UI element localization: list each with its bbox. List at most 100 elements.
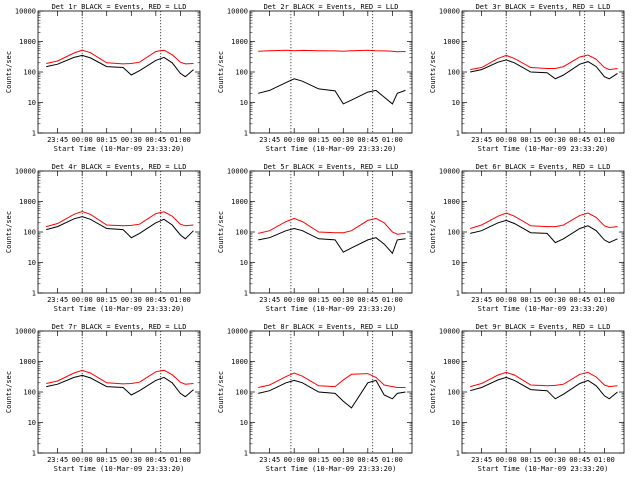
panel-8: Det 8r BLACK = Events, RED = LLD 1 10 100 10… (217, 323, 413, 473)
x-tick-label: 00:15 (96, 136, 117, 144)
x-tick-label: 00:00 (72, 136, 93, 144)
y-tick-label: 10 (452, 99, 460, 107)
plot-frame (249, 330, 413, 454)
plot-frame (249, 170, 413, 294)
y-tick-label: 1000 (231, 358, 248, 366)
series-line-black (258, 78, 406, 105)
series-line-red (470, 212, 618, 229)
y-axis-label: Counts/sec (5, 211, 13, 253)
y-tick-label: 10 (28, 99, 36, 107)
plot-frame (461, 10, 625, 134)
y-tick-label: 1000 (231, 38, 248, 46)
plot-frame (37, 330, 201, 454)
y-tick-label: 100 (447, 69, 460, 77)
y-axis-label: Counts/sec (429, 371, 437, 413)
x-tick-label: 00:15 (96, 456, 117, 464)
series-line-black (258, 379, 406, 409)
x-tick-label: 00:45 (357, 456, 378, 464)
y-tick-label: 1 (32, 290, 36, 298)
y-tick-label: 1 (456, 450, 460, 458)
series-line-red (258, 49, 406, 53)
y-tick-label: 10000 (439, 168, 460, 176)
series-line-red (46, 49, 194, 65)
series-line-black (470, 376, 618, 400)
panel-4: Det 4r BLACK = Events, RED = LLD 1 10 100 10… (5, 163, 201, 313)
x-axis-label: Start Time (10-Mar-09 23:33:20) (54, 465, 185, 473)
x-tick-label: 23:45 (47, 136, 68, 144)
y-tick-label: 1 (456, 290, 460, 298)
y-tick-label: 10 (240, 99, 248, 107)
series-line-black (46, 54, 194, 78)
x-axis-label: Start Time (10-Mar-09 23:33:20) (266, 305, 397, 313)
x-tick-label: 00:30 (121, 136, 142, 144)
x-axis-label: Start Time (10-Mar-09 23:33:20) (478, 305, 609, 313)
panel-2: Det 2r BLACK = Events, RED = LLD 1 10 100 10… (217, 3, 413, 153)
panel-title: Det 1r BLACK = Events, RED = LLD (52, 3, 187, 11)
y-tick-label: 10 (28, 419, 36, 427)
plot-frame (461, 170, 625, 294)
panel-5: Det 5r BLACK = Events, RED = LLD 1 10 100 10… (217, 163, 413, 313)
series-line-black (46, 374, 194, 398)
panel-1: Det 1r BLACK = Events, RED = LLD 1 10 100 10… (5, 3, 201, 153)
x-tick-label: 00:30 (545, 136, 566, 144)
y-tick-label: 10 (240, 419, 248, 427)
x-tick-label: 00:30 (545, 296, 566, 304)
panel-title: Det 3r BLACK = Events, RED = LLD (476, 3, 611, 11)
series-line-red (46, 210, 194, 228)
y-tick-label: 1000 (19, 198, 36, 206)
y-tick-label: 1 (456, 130, 460, 138)
y-tick-label: 10000 (227, 8, 248, 16)
y-tick-label: 1000 (443, 38, 460, 46)
y-tick-label: 10 (240, 259, 248, 267)
y-tick-label: 100 (23, 69, 36, 77)
series-line-black (258, 227, 406, 255)
x-tick-label: 00:45 (569, 456, 590, 464)
series-line-red (258, 217, 406, 235)
panel-title: Det 7r BLACK = Events, RED = LLD (52, 323, 187, 331)
x-axis-label: Start Time (10-Mar-09 23:33:20) (54, 305, 185, 313)
panel-7: Det 7r BLACK = Events, RED = LLD 1 10 100 10… (5, 323, 201, 473)
y-tick-label: 10000 (439, 328, 460, 336)
panel-title: Det 5r BLACK = Events, RED = LLD (264, 163, 399, 171)
y-tick-label: 100 (447, 229, 460, 237)
x-tick-label: 23:45 (471, 136, 492, 144)
y-axis-label: Counts/sec (217, 371, 225, 413)
y-tick-label: 1000 (19, 358, 36, 366)
series-line-black (470, 219, 618, 244)
x-tick-label: 00:15 (308, 136, 329, 144)
x-tick-label: 00:00 (284, 296, 305, 304)
y-tick-label: 1000 (231, 198, 248, 206)
y-tick-label: 100 (447, 389, 460, 397)
x-tick-label: 00:45 (145, 136, 166, 144)
x-tick-label: 00:45 (569, 296, 590, 304)
series-line-red (470, 371, 618, 388)
x-tick-label: 01:00 (382, 136, 403, 144)
y-tick-label: 10000 (15, 8, 36, 16)
y-axis-label: Counts/sec (429, 211, 437, 253)
y-tick-label: 10000 (15, 328, 36, 336)
x-tick-label: 23:45 (259, 456, 280, 464)
x-tick-label: 01:00 (382, 456, 403, 464)
y-tick-label: 10000 (15, 168, 36, 176)
plot-frame (249, 10, 413, 134)
panel-title: Det 8r BLACK = Events, RED = LLD (264, 323, 399, 331)
y-tick-label: 1 (244, 450, 248, 458)
y-tick-label: 100 (235, 389, 248, 397)
y-tick-label: 10000 (227, 328, 248, 336)
x-tick-label: 00:30 (333, 456, 354, 464)
y-tick-label: 100 (23, 389, 36, 397)
y-tick-label: 10 (28, 259, 36, 267)
x-tick-label: 00:45 (145, 456, 166, 464)
x-tick-label: 00:30 (121, 456, 142, 464)
x-tick-label: 00:00 (72, 296, 93, 304)
y-axis-label: Counts/sec (429, 51, 437, 93)
series-line-red (470, 54, 618, 71)
x-tick-label: 00:15 (308, 456, 329, 464)
panel-6: Det 6r BLACK = Events, RED = LLD 1 10 100 10… (429, 163, 625, 313)
y-tick-label: 100 (235, 69, 248, 77)
x-tick-label: 01:00 (170, 456, 191, 464)
x-axis-label: Start Time (10-Mar-09 23:33:20) (478, 145, 609, 153)
x-tick-label: 00:00 (496, 456, 517, 464)
